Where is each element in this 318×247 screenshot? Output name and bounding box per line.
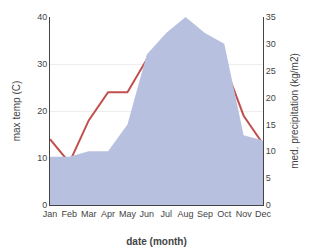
- svg-text:Jun: Jun: [140, 209, 155, 219]
- svg-text:10: 10: [37, 153, 47, 163]
- svg-text:5: 5: [266, 173, 271, 183]
- svg-text:Aug: Aug: [178, 209, 194, 219]
- svg-text:30: 30: [37, 59, 47, 69]
- svg-text:0: 0: [42, 200, 47, 210]
- svg-text:35: 35: [266, 12, 276, 22]
- svg-text:Jul: Jul: [160, 209, 172, 219]
- svg-text:20: 20: [266, 93, 276, 103]
- svg-text:Mar: Mar: [81, 209, 97, 219]
- svg-text:Oct: Oct: [217, 209, 232, 219]
- svg-text:25: 25: [266, 66, 276, 76]
- svg-text:Nov: Nov: [236, 209, 253, 219]
- svg-text:max temp (C): max temp (C): [11, 81, 22, 142]
- svg-text:May: May: [119, 209, 137, 219]
- svg-text:0: 0: [266, 200, 271, 210]
- svg-text:date (month): date (month): [126, 236, 187, 247]
- svg-text:Apr: Apr: [101, 209, 115, 219]
- svg-text:40: 40: [37, 12, 47, 22]
- svg-text:Sep: Sep: [197, 209, 213, 219]
- svg-text:20: 20: [37, 106, 47, 116]
- svg-text:Jan: Jan: [43, 209, 58, 219]
- svg-text:Dec: Dec: [255, 209, 272, 219]
- svg-text:med. precipitation (kg/m2): med. precipitation (kg/m2): [289, 53, 300, 169]
- svg-text:15: 15: [266, 120, 276, 130]
- svg-text:10: 10: [266, 146, 276, 156]
- svg-text:30: 30: [266, 39, 276, 49]
- svg-text:Feb: Feb: [62, 209, 78, 219]
